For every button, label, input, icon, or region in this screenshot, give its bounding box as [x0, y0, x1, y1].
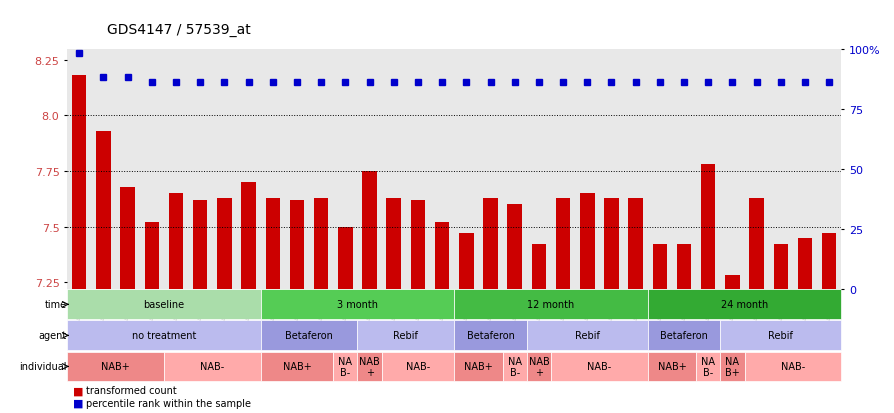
Bar	[290, 200, 304, 289]
Bar	[381, 352, 453, 382]
Text: NAB-: NAB-	[780, 361, 804, 372]
Bar	[507, 205, 521, 289]
Bar	[772, 245, 788, 289]
Text: Rebif: Rebif	[574, 330, 599, 341]
Bar	[217, 198, 232, 289]
Bar	[652, 245, 666, 289]
Bar	[164, 352, 260, 382]
Bar	[748, 198, 763, 289]
Bar	[555, 198, 569, 289]
Text: individual: individual	[20, 361, 67, 372]
Bar	[357, 320, 453, 350]
Text: NA
B-: NA B-	[507, 356, 521, 377]
Text: NAB
+: NAB +	[358, 356, 379, 377]
Bar	[628, 198, 642, 289]
Text: Rebif: Rebif	[768, 330, 792, 341]
Bar	[453, 320, 527, 350]
Text: time: time	[45, 299, 67, 310]
Bar	[67, 320, 260, 350]
Text: transformed count: transformed count	[86, 385, 176, 395]
Bar	[647, 290, 840, 320]
Bar	[700, 165, 714, 289]
Text: percentile rank within the sample: percentile rank within the sample	[86, 398, 250, 408]
Bar	[67, 352, 164, 382]
Bar	[744, 352, 840, 382]
Bar	[724, 276, 738, 289]
Text: Rebif: Rebif	[393, 330, 417, 341]
Text: ■: ■	[73, 385, 84, 395]
Text: Betaferon: Betaferon	[660, 330, 707, 341]
Text: NAB-: NAB-	[200, 361, 224, 372]
Bar	[720, 320, 840, 350]
Bar	[603, 198, 618, 289]
Bar	[96, 132, 111, 289]
Bar	[260, 320, 357, 350]
Text: NAB+: NAB+	[657, 361, 686, 372]
Text: NAB-: NAB-	[586, 361, 611, 372]
Bar	[144, 223, 159, 289]
Text: 3 month: 3 month	[336, 299, 377, 310]
Bar	[647, 320, 720, 350]
Text: NA
B+: NA B+	[724, 356, 739, 377]
Bar	[333, 352, 357, 382]
Bar	[314, 198, 328, 289]
Bar	[434, 223, 449, 289]
Bar	[696, 352, 720, 382]
Text: Betaferon: Betaferon	[466, 330, 514, 341]
Text: NAB-: NAB-	[405, 361, 430, 372]
Text: no treatment: no treatment	[131, 330, 196, 341]
Bar	[120, 187, 135, 289]
Bar	[72, 76, 87, 289]
Text: NAB+: NAB+	[463, 361, 493, 372]
Text: 12 month: 12 month	[527, 299, 574, 310]
Bar	[579, 194, 594, 289]
Bar	[527, 320, 647, 350]
Bar	[338, 227, 352, 289]
Bar	[821, 234, 836, 289]
Text: GDS4147 / 57539_at: GDS4147 / 57539_at	[107, 23, 251, 37]
Bar	[647, 352, 696, 382]
Bar	[67, 290, 260, 320]
Bar	[357, 352, 381, 382]
Text: NA
B-: NA B-	[338, 356, 352, 377]
Text: NAB+: NAB+	[101, 361, 130, 372]
Text: NAB+: NAB+	[283, 361, 311, 372]
Bar	[266, 198, 280, 289]
Bar	[362, 171, 376, 289]
Bar	[527, 352, 551, 382]
Text: ■: ■	[73, 398, 84, 408]
Bar	[169, 194, 183, 289]
Bar	[483, 198, 497, 289]
Text: baseline: baseline	[143, 299, 184, 310]
Bar	[531, 245, 545, 289]
Bar	[410, 200, 425, 289]
Bar	[797, 238, 812, 289]
Text: NAB
+: NAB +	[528, 356, 549, 377]
Bar	[260, 352, 333, 382]
Bar	[502, 352, 527, 382]
Bar	[193, 200, 207, 289]
Text: Betaferon: Betaferon	[285, 330, 333, 341]
Bar	[551, 352, 647, 382]
Bar	[720, 352, 744, 382]
Bar	[459, 234, 473, 289]
Bar	[241, 183, 256, 289]
Bar	[453, 352, 502, 382]
Bar	[386, 198, 401, 289]
Bar	[676, 245, 690, 289]
Bar	[453, 290, 647, 320]
Text: NA
B-: NA B-	[701, 356, 714, 377]
Text: 24 month: 24 month	[720, 299, 767, 310]
Bar	[260, 290, 453, 320]
Text: agent: agent	[38, 330, 67, 341]
